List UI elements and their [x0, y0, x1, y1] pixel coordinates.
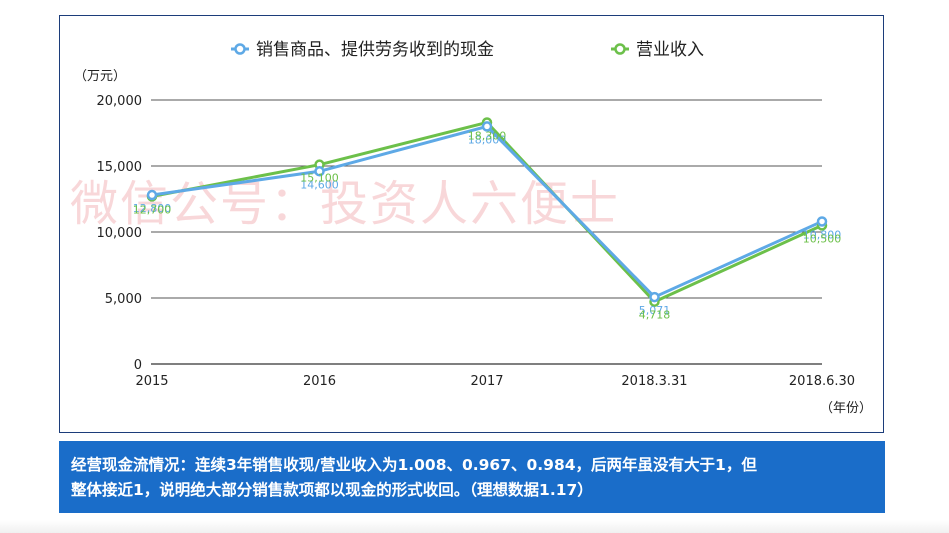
y-tick-label: 20,000	[97, 94, 143, 109]
chart-frame: 微信公号：投资人六便士 0 5,000 10,000 15,000 20,000 （万元）…	[59, 15, 884, 433]
x-tick-label: 2016	[303, 374, 336, 389]
legend-marker	[234, 43, 246, 55]
summary-line-2: 整体接近1，说明绝大部分销售款项都以现金的形式收回。（理想数据1.17）	[71, 481, 593, 499]
data-label: 4,718	[639, 309, 671, 322]
data-label: 18,300	[468, 129, 507, 142]
x-tick-label: 2018.3.31	[621, 374, 687, 389]
legend-marker	[614, 43, 626, 55]
y-tick-label: 5,000	[105, 292, 142, 307]
x-tick-label: 2015	[135, 374, 168, 389]
y-tick-label: 15,000	[97, 160, 143, 175]
data-point	[314, 166, 325, 177]
data-point	[146, 189, 158, 201]
data-point	[816, 216, 828, 227]
data-label: 12,700	[133, 203, 172, 216]
y-tick-label: 0	[134, 358, 142, 373]
y-unit-label: （万元）	[74, 69, 126, 84]
summary-line-1: 经营现金流情况：连续3年销售收现/营业收入为1.008、0.967、0.984，…	[71, 456, 757, 474]
watermark-text: 微信公号：投资人六便士	[70, 176, 620, 232]
data-label: 12,800	[133, 202, 172, 215]
data-label: 15,100	[300, 172, 339, 185]
x-tick-label: 2018.6.30	[789, 374, 855, 389]
legend-label: 销售商品、提供劳务收到的现金	[256, 40, 494, 60]
data-label: 10,500	[803, 232, 842, 245]
data-point	[481, 121, 493, 132]
data-label: 10,800	[803, 228, 842, 241]
x-unit-label: （年份）	[820, 401, 872, 416]
x-tick-label: 2017	[470, 374, 503, 389]
legend-label: 营业收入	[636, 40, 704, 60]
data-label: 5,071	[639, 304, 671, 317]
data-point	[649, 291, 660, 303]
data-label: 18,000	[468, 133, 507, 146]
y-tick-label: 10,000	[97, 226, 143, 241]
line-chart: 微信公号：投资人六便士 0 5,000 10,000 15,000 20,000 （万元）…	[70, 40, 872, 416]
data-label: 14,600	[300, 178, 339, 191]
bottom-strip	[0, 520, 949, 533]
summary-box: 经营现金流情况：连续3年销售收现/营业收入为1.008、0.967、0.984，…	[59, 441, 885, 513]
